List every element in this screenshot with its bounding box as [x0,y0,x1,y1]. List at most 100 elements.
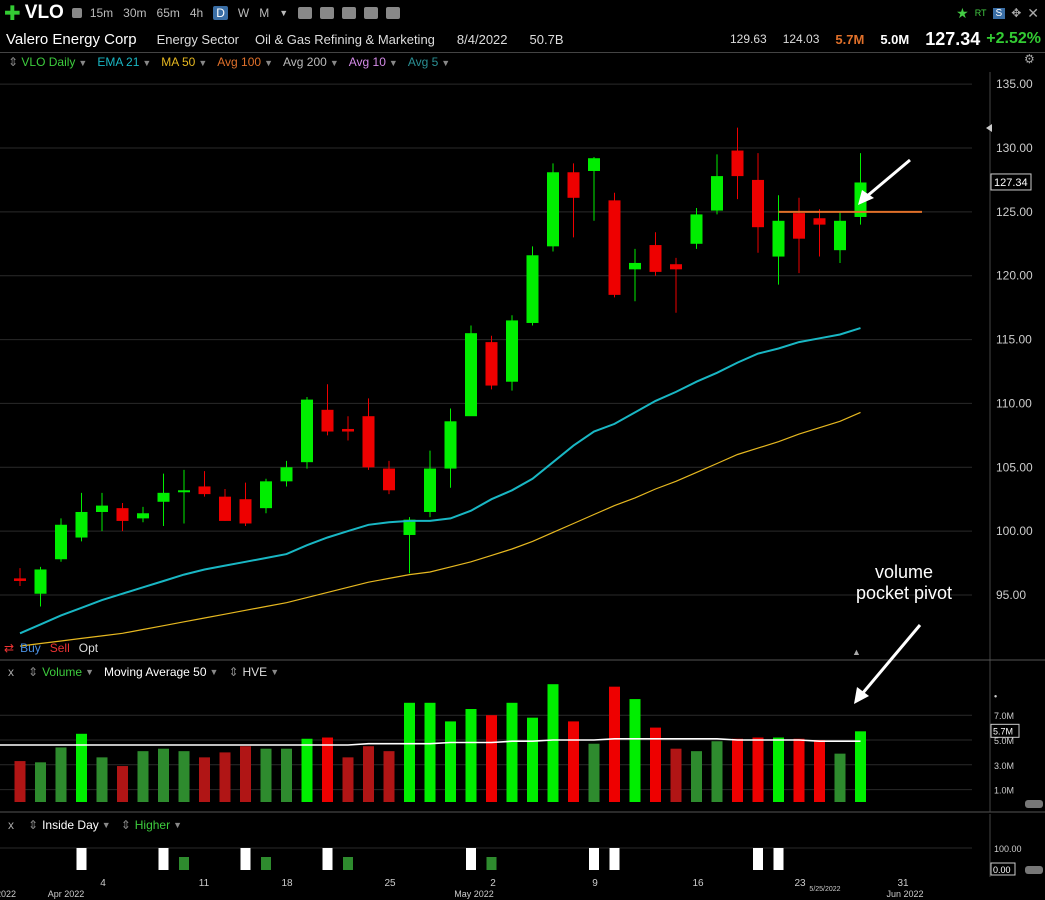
timeframe-dropdown-icon[interactable]: ▼ [279,8,289,18]
timeframe-4h[interactable]: 4h [189,6,204,20]
higher-dropdown-icon[interactable]: ▼ [173,820,183,830]
timeframe-15m[interactable]: 15m [89,6,114,20]
candle-body [362,416,375,468]
higher-label[interactable]: Higher [134,818,171,832]
inside-tick-label: 100.00 [994,844,1022,854]
candle-body [731,150,744,177]
arrow-price [865,158,911,199]
study-bar: ⇕ VLO Daily ▼ EMA 21 ▼ MA 50 ▼ Avg 100 ▼ Avg… [0,52,1045,72]
study-vlo-daily[interactable]: ⇕ VLO Daily ▼ [8,55,88,69]
timeframe-65m[interactable]: 65m [156,6,180,20]
candle-body [444,421,457,469]
inside-tag [990,862,1016,876]
close-icon[interactable]: ✕ [1027,4,1039,21]
study-ema21[interactable]: EMA 21 ▼ [97,55,152,69]
volume-bar [752,737,764,802]
study-ma50[interactable]: MA 50 ▼ [161,55,208,69]
x-tick-label: 18 [281,878,293,889]
study-avg10[interactable]: Avg 10 ▼ [348,55,398,69]
volume-tag [990,723,1020,738]
opt-button[interactable]: Opt [78,641,99,655]
annotation-line2: pocket pivot [855,583,953,603]
volume-bar [568,721,579,802]
sector-label: Energy Sector [156,31,239,47]
hve-drag-icon[interactable]: ⇕ [228,665,239,679]
volume-drag-icon[interactable]: ⇕ [28,665,39,679]
candle-body [772,220,785,257]
higher-day-bar [343,857,353,870]
study-avg100[interactable]: Avg 100 ▼ [217,55,273,69]
buy-button[interactable]: Buy [20,641,41,655]
higher-drag-icon[interactable]: ⇕ [120,818,131,832]
day-low: 124.03 [782,32,820,46]
volume-bar [76,733,87,802]
chart-area[interactable]: 135.00130.00125.00120.00115.00110.00105.… [0,72,1045,900]
candle-body [55,524,67,560]
volume-panel-close[interactable]: x [8,665,14,679]
volume-value: 5.7M [835,31,865,47]
volume-bar [855,731,866,802]
inside-dropdown-icon[interactable]: ▼ [101,820,111,830]
layout-icon[interactable] [320,7,335,19]
trade-icon[interactable]: ⇄ [4,641,15,655]
annotation-icon[interactable] [364,7,379,19]
hve-label[interactable]: HVE [242,665,268,679]
volume-dropdown-icon[interactable]: ▼ [85,667,95,677]
move-icon[interactable]: ✥ [1011,6,1022,20]
inside-tag-label: 0.00 [993,865,1011,875]
volume-bar [773,737,784,802]
volume-ma-label[interactable]: Moving Average 50 [104,665,207,679]
timeframe-monthly[interactable]: M [259,6,270,20]
candle-body [506,320,518,382]
expand-axis-icon[interactable]: ⚙ [1024,52,1035,66]
day-high: 129.63 [730,32,767,46]
candle-body [178,490,190,493]
inside-day-label[interactable]: Inside Day [42,818,99,832]
study-avg5-label: Avg 5 [407,55,439,69]
share-icon[interactable] [386,7,401,19]
s-icon[interactable]: S [992,7,1006,19]
study-avg200[interactable]: Avg 200 ▼ [283,55,339,69]
timeframe-30m[interactable]: 30m [123,6,147,20]
industry-label: Oil & Gas Refining & Marketing [255,31,435,47]
volume-bar [96,757,108,802]
volume-bar [55,747,67,802]
timeframe-daily[interactable]: D [213,6,228,20]
volume-bar [711,741,723,802]
volume-top-tick: • [994,691,997,701]
volume-study-label[interactable]: Volume [42,665,83,679]
price-tick-label: 105.00 [996,460,1033,474]
hve-dropdown-icon[interactable]: ▼ [270,667,280,677]
timeframe-weekly[interactable]: W [237,6,250,20]
inside-panel-header: x ⇕ Inside Day ▼ ⇕ Higher ▼ [8,818,182,832]
volume-ma-dropdown-icon[interactable]: ▼ [209,667,219,677]
sell-button[interactable]: Sell [49,641,70,655]
study-avg100-label: Avg 100 [217,55,262,69]
volume-bar [670,748,682,802]
symbol-label[interactable]: VLO [24,2,64,23]
collapse-panel-icon[interactable]: ▲ [852,647,861,657]
volume-bar [301,738,313,802]
volume-bar [342,757,354,802]
compare-icon[interactable] [71,8,82,18]
volume-bar [199,757,210,802]
candle-body [752,179,764,228]
realtime-label[interactable]: RT [974,8,987,18]
volume-bar [650,727,661,802]
volume-bar [219,752,231,802]
study-avg5[interactable]: Avg 5 ▼ [407,55,451,69]
volume-bar [424,702,436,802]
inside-day-bar [158,848,169,870]
inside-drag-icon[interactable]: ⇕ [28,818,39,832]
add-symbol-icon[interactable]: ✚ [4,2,21,25]
volume-bar [732,738,743,802]
draw-tool-icon[interactable] [342,7,357,19]
star-icon[interactable]: ★ [956,4,969,21]
candle-body [280,467,293,482]
inside-panel-close[interactable]: x [8,818,14,832]
price-candles [14,127,867,607]
chart-settings-icon[interactable] [298,7,313,19]
study-ma50-label: MA 50 [161,55,196,69]
candle-body [137,513,149,519]
x-tick-label: 23 [794,878,806,889]
